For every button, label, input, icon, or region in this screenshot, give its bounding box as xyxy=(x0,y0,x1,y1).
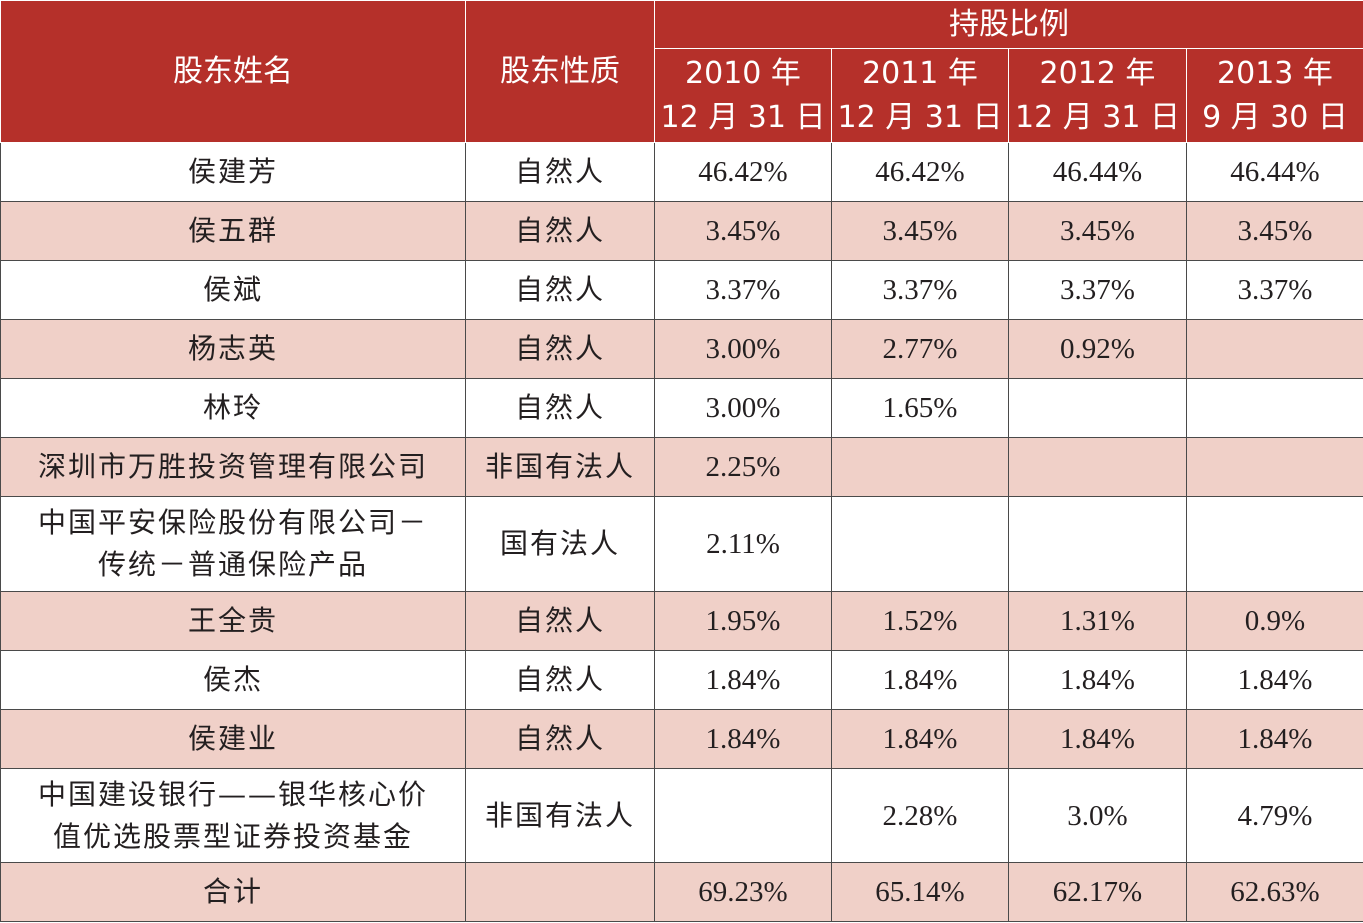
ratio-cell xyxy=(831,437,1009,497)
ratio-cell: 1.84% xyxy=(654,650,832,710)
total-cell: 69.23% xyxy=(654,862,832,922)
shareholder-nature: 自然人 xyxy=(465,319,655,379)
ratio-cell: 46.42% xyxy=(831,142,1009,202)
ratio-cell: 3.45% xyxy=(654,201,832,261)
shareholder-name: 侯建芳 xyxy=(0,142,466,202)
total-nature xyxy=(465,862,655,922)
shareholder-name: 深圳市万胜投资管理有限公司 xyxy=(0,437,466,497)
table-row: 中国建设银行——银华核心价 值优选股票型证券投资基金 非国有法人 2.28% 3.… xyxy=(0,768,1363,863)
ratio-cell xyxy=(1186,319,1363,379)
ratio-cell: 3.00% xyxy=(654,378,832,438)
ratio-cell: 2.25% xyxy=(654,437,832,497)
header-shareholder-nature: 股东性质 xyxy=(465,0,655,143)
ratio-cell: 3.37% xyxy=(1186,260,1363,320)
ratio-cell: 3.0% xyxy=(1008,768,1187,863)
ratio-cell: 0.92% xyxy=(1008,319,1187,379)
ratio-cell xyxy=(654,768,832,863)
shareholder-nature: 自然人 xyxy=(465,201,655,261)
ratio-cell xyxy=(1008,496,1187,592)
ratio-cell: 2.77% xyxy=(831,319,1009,379)
ratio-cell xyxy=(1008,378,1187,438)
ratio-cell xyxy=(1008,437,1187,497)
shareholder-name: 侯斌 xyxy=(0,260,466,320)
header-shareholder-name: 股东姓名 xyxy=(0,0,466,143)
ratio-cell: 1.84% xyxy=(831,709,1009,769)
shareholder-nature: 国有法人 xyxy=(465,496,655,592)
shareholder-name: 中国平安保险股份有限公司－ 传统－普通保险产品 xyxy=(0,496,466,592)
shareholder-nature: 自然人 xyxy=(465,142,655,202)
ratio-cell: 4.79% xyxy=(1186,768,1363,863)
shareholder-name: 侯建业 xyxy=(0,709,466,769)
ratio-cell: 46.44% xyxy=(1186,142,1363,202)
header-date-2011: 2011 年 12 月 31 日 xyxy=(831,48,1009,143)
shareholder-name: 王全贵 xyxy=(0,591,466,651)
shareholder-name: 侯杰 xyxy=(0,650,466,710)
ratio-cell: 1.95% xyxy=(654,591,832,651)
ratio-cell: 46.42% xyxy=(654,142,832,202)
ratio-cell: 3.37% xyxy=(831,260,1009,320)
shareholder-name: 杨志英 xyxy=(0,319,466,379)
table-row: 侯建芳 自然人 46.42% 46.42% 46.44% 46.44% xyxy=(0,142,1363,202)
shareholder-name: 林玲 xyxy=(0,378,466,438)
shareholder-name: 侯五群 xyxy=(0,201,466,261)
table-row: 侯建业 自然人 1.84% 1.84% 1.84% 1.84% xyxy=(0,709,1363,769)
shareholder-name: 中国建设银行——银华核心价 值优选股票型证券投资基金 xyxy=(0,768,466,863)
ratio-cell xyxy=(1186,496,1363,592)
total-cell: 62.63% xyxy=(1186,862,1363,922)
table-row: 侯五群 自然人 3.45% 3.45% 3.45% 3.45% xyxy=(0,201,1363,261)
ratio-cell: 1.84% xyxy=(1186,709,1363,769)
ratio-cell: 1.84% xyxy=(1186,650,1363,710)
total-cell: 62.17% xyxy=(1008,862,1187,922)
shareholder-nature: 自然人 xyxy=(465,650,655,710)
shareholder-nature: 自然人 xyxy=(465,378,655,438)
shareholder-nature: 自然人 xyxy=(465,709,655,769)
shareholder-nature: 非国有法人 xyxy=(465,768,655,863)
ratio-cell: 0.9% xyxy=(1186,591,1363,651)
table-row: 侯杰 自然人 1.84% 1.84% 1.84% 1.84% xyxy=(0,650,1363,710)
ratio-cell xyxy=(1186,437,1363,497)
table-row: 王全贵 自然人 1.95% 1.52% 1.31% 0.9% xyxy=(0,591,1363,651)
ratio-cell: 1.84% xyxy=(654,709,832,769)
shareholder-nature: 自然人 xyxy=(465,260,655,320)
ratio-cell: 3.45% xyxy=(1186,201,1363,261)
ratio-cell xyxy=(1186,378,1363,438)
header-date-2012: 2012 年 12 月 31 日 xyxy=(1008,48,1187,143)
ratio-cell: 3.37% xyxy=(654,260,832,320)
ratio-cell: 1.65% xyxy=(831,378,1009,438)
total-label: 合计 xyxy=(0,862,466,922)
header-date-2010: 2010 年 12 月 31 日 xyxy=(654,48,832,143)
ratio-cell: 1.31% xyxy=(1008,591,1187,651)
header-holding-ratio: 持股比例 xyxy=(654,0,1363,49)
shareholder-nature: 非国有法人 xyxy=(465,437,655,497)
total-row: 合计 69.23% 65.14% 62.17% 62.63% xyxy=(0,862,1363,922)
ratio-cell: 1.52% xyxy=(831,591,1009,651)
ratio-cell: 1.84% xyxy=(831,650,1009,710)
total-cell: 65.14% xyxy=(831,862,1009,922)
ratio-cell: 1.84% xyxy=(1008,650,1187,710)
ratio-cell: 3.45% xyxy=(831,201,1009,261)
ratio-cell: 3.45% xyxy=(1008,201,1187,261)
table-row: 中国平安保险股份有限公司－ 传统－普通保险产品 国有法人 2.11% xyxy=(0,496,1363,592)
table-row: 林玲 自然人 3.00% 1.65% xyxy=(0,378,1363,438)
ratio-cell: 2.11% xyxy=(654,496,832,592)
ratio-cell: 2.28% xyxy=(831,768,1009,863)
ratio-cell: 1.84% xyxy=(1008,709,1187,769)
shareholder-nature: 自然人 xyxy=(465,591,655,651)
table-row: 侯斌 自然人 3.37% 3.37% 3.37% 3.37% xyxy=(0,260,1363,320)
table-row: 深圳市万胜投资管理有限公司 非国有法人 2.25% xyxy=(0,437,1363,497)
ratio-cell: 3.37% xyxy=(1008,260,1187,320)
table-row: 杨志英 自然人 3.00% 2.77% 0.92% xyxy=(0,319,1363,379)
ratio-cell: 3.00% xyxy=(654,319,832,379)
ratio-cell xyxy=(831,496,1009,592)
ratio-cell: 46.44% xyxy=(1008,142,1187,202)
